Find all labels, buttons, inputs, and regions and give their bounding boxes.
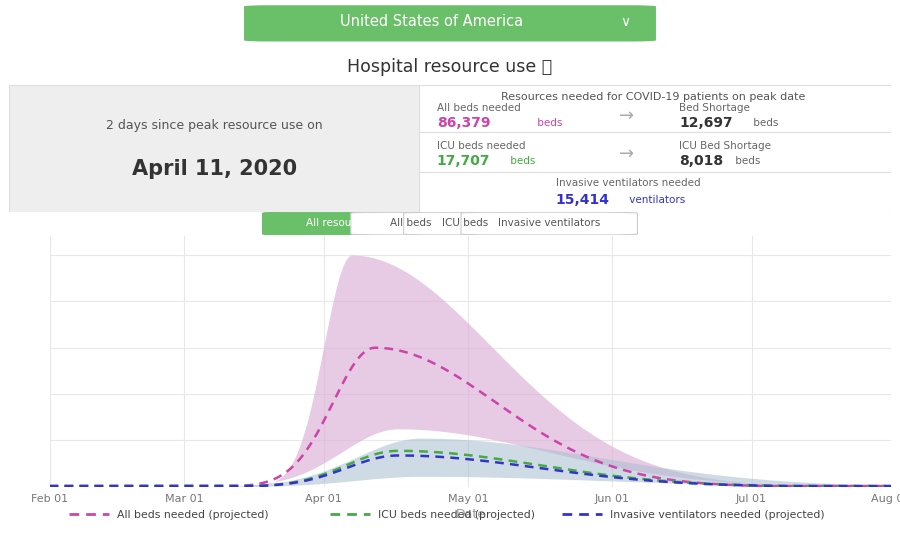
Text: All resources: All resources (306, 218, 373, 228)
Text: beds: beds (733, 156, 760, 166)
Text: 86,379: 86,379 (436, 116, 491, 130)
Text: 2 days since peak resource use on: 2 days since peak resource use on (106, 119, 323, 132)
Text: ICU beds needed: ICU beds needed (436, 141, 526, 151)
Text: All beds needed: All beds needed (436, 103, 520, 113)
Text: Invasive ventilators: Invasive ventilators (498, 218, 600, 228)
FancyBboxPatch shape (263, 212, 417, 235)
Text: Resources needed for COVID-19 patients on peak date: Resources needed for COVID-19 patients o… (500, 92, 805, 102)
Text: beds: beds (750, 118, 778, 128)
Text: ICU Bed Shortage: ICU Bed Shortage (680, 141, 771, 151)
X-axis label: Date: Date (455, 508, 485, 521)
Text: ICU beds needed (projected): ICU beds needed (projected) (378, 510, 535, 520)
FancyBboxPatch shape (243, 4, 657, 42)
Text: Bed Shortage: Bed Shortage (680, 103, 751, 113)
Text: 12,697: 12,697 (680, 116, 733, 130)
FancyBboxPatch shape (404, 212, 527, 235)
Text: beds: beds (508, 156, 536, 166)
FancyBboxPatch shape (461, 212, 637, 235)
Text: 17,707: 17,707 (436, 154, 491, 168)
Text: 15,414: 15,414 (556, 194, 610, 207)
Text: United States of America: United States of America (340, 14, 524, 30)
Text: Hospital resource use ⓘ: Hospital resource use ⓘ (347, 58, 553, 76)
Text: →: → (619, 107, 634, 125)
Text: Invasive ventilators needed: Invasive ventilators needed (556, 178, 700, 188)
Text: Invasive ventilators needed (projected): Invasive ventilators needed (projected) (610, 510, 824, 520)
Text: ∨: ∨ (620, 15, 631, 29)
Text: All beds needed (projected): All beds needed (projected) (117, 510, 269, 520)
Bar (419, 85, 891, 212)
Bar (9, 85, 419, 212)
Text: →: → (619, 145, 634, 163)
Text: 8,018: 8,018 (680, 154, 724, 168)
Text: ventilators: ventilators (626, 195, 686, 205)
Text: All beds: All beds (390, 218, 431, 228)
FancyBboxPatch shape (351, 212, 470, 235)
Text: ICU beds: ICU beds (442, 218, 489, 228)
Text: beds: beds (534, 118, 562, 128)
Text: April 11, 2020: April 11, 2020 (132, 159, 297, 179)
